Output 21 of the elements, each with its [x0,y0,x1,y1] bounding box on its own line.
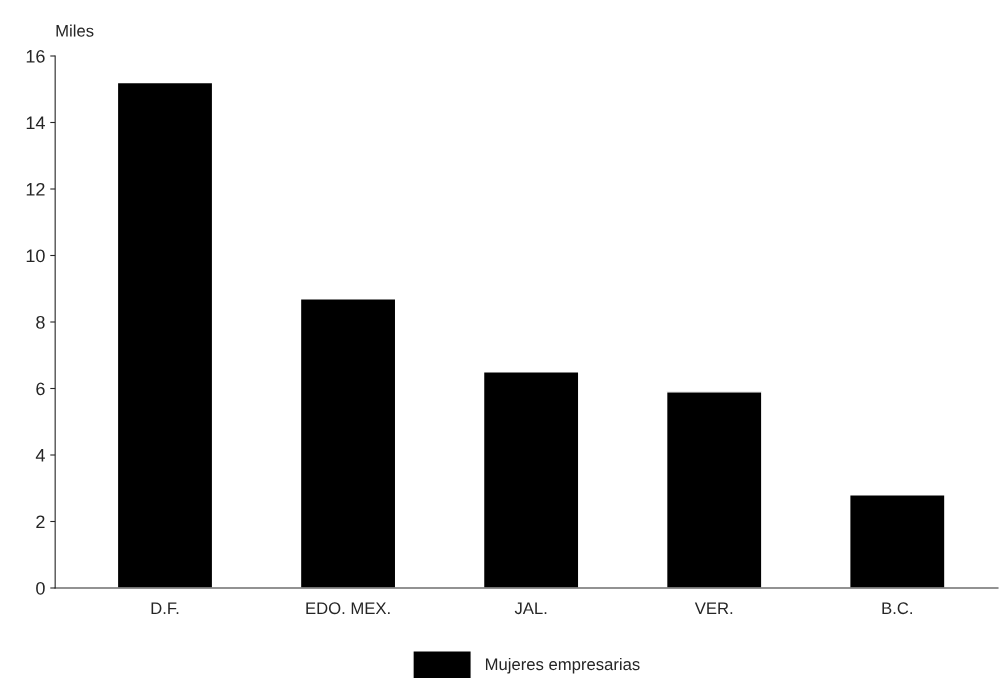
x-tick-label: EDO. MEX. [306,602,390,615]
bar [849,494,946,588]
x-tick-label: VER. [694,602,733,614]
y-tick-label: 16 [26,49,45,63]
y-tick-label: 4 [35,449,45,462]
y-tick-label: 8 [36,315,45,329]
y-tick-label: 0 [36,581,45,595]
y-tick-label: 10 [26,249,45,263]
y-axis-title: Miles [56,24,94,37]
bar [299,298,397,588]
legend-label: Mujeres empresarias [485,657,640,674]
x-tick-label: JAL. [514,602,547,615]
y-tick-label: 12 [26,182,45,196]
bar [116,81,214,588]
y-tick-label: 2 [36,515,45,529]
x-tick-label: D.F. [151,602,179,614]
y-tick-label: 14 [26,116,45,130]
bar [665,391,763,588]
bar [482,371,580,588]
x-tick-label: B.C. [882,602,912,615]
y-tick-label: 6 [36,382,45,396]
